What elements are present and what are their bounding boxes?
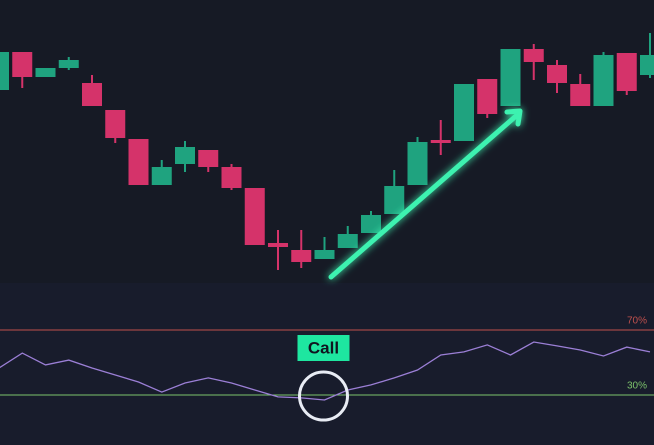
- candle-body: [0, 52, 9, 90]
- trend-arrow: [328, 108, 523, 280]
- candle-body: [221, 167, 242, 188]
- candle-body: [337, 234, 358, 248]
- candle-body: [82, 83, 102, 106]
- candle-body: [58, 60, 79, 68]
- candle-body: [454, 84, 474, 141]
- candle-body: [128, 139, 149, 185]
- candle-body: [477, 79, 498, 114]
- rsi-line: [0, 341, 651, 401]
- candle-body: [593, 55, 614, 106]
- candle-body: [314, 250, 335, 259]
- candle-body: [640, 55, 654, 75]
- candle-body: [198, 150, 219, 167]
- signal-circle: [298, 370, 349, 422]
- call-badge: [297, 335, 350, 361]
- candle-body: [430, 140, 451, 143]
- candle-body: [523, 49, 544, 62]
- candle-body: [500, 49, 521, 106]
- candle-body: [384, 186, 405, 214]
- candle-body: [151, 167, 172, 185]
- price-panel: [0, 0, 654, 283]
- level-label: 70%: [627, 316, 647, 327]
- candle-body: [268, 243, 288, 247]
- rsi-panel: [0, 283, 654, 445]
- candle-body: [291, 250, 312, 262]
- candle-body: [244, 188, 265, 245]
- candle-body: [12, 52, 33, 77]
- candle-body: [407, 142, 428, 185]
- candle-body: [105, 110, 126, 138]
- level-label: 30%: [627, 381, 647, 392]
- candle-body: [616, 53, 637, 91]
- candle-body: [35, 68, 56, 77]
- candle-body: [175, 147, 195, 164]
- candle-body: [361, 215, 381, 233]
- call-label: Call: [308, 338, 339, 357]
- candle-body: [570, 84, 591, 106]
- candle-body: [547, 65, 567, 83]
